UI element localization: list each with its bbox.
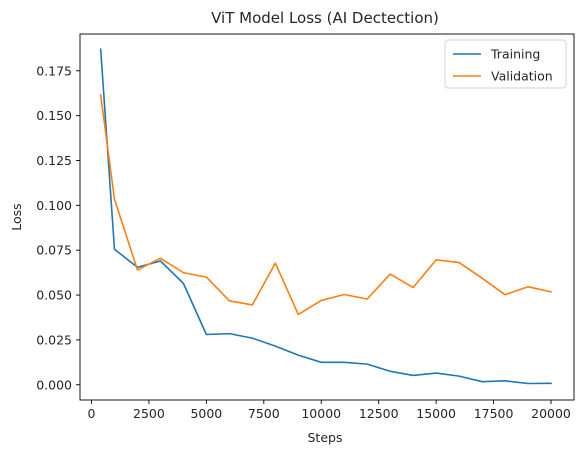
y-tick-label: 0.000 (36, 377, 72, 392)
series-line-training (99, 48, 552, 385)
x-tick-label: 7500 (248, 406, 280, 421)
x-tick-label: 15000 (416, 406, 456, 421)
y-tick-label: 0.175 (36, 63, 72, 78)
plot-area: 0 2500 5000 7500 10000 12500 15000 17500 20000 0.… (36, 33, 575, 421)
y-tick-label: 0.150 (36, 108, 72, 123)
y-axis-label: Loss (9, 203, 24, 230)
x-tick-label: 2500 (133, 406, 165, 421)
x-tick-label: 20000 (531, 406, 571, 421)
x-tick-label: 0 (88, 406, 96, 421)
x-tick-label: 12500 (359, 406, 399, 421)
y-tick-label: 0.050 (36, 288, 72, 303)
chart-title: ViT Model Loss (AI Dectection) (211, 9, 439, 27)
y-tick-label: 0.075 (36, 243, 72, 258)
y-tick-label: 0.025 (36, 332, 72, 347)
y-tick-label: 0.100 (36, 198, 72, 213)
x-axis-label: Steps (308, 430, 343, 445)
x-tick-label: 10000 (301, 406, 341, 421)
x-tick-label: 17500 (474, 406, 514, 421)
axes-frame (79, 33, 575, 401)
legend-label-training: Training (490, 47, 540, 62)
legend-label-validation: Validation (491, 69, 553, 84)
y-tick-label: 0.125 (36, 153, 72, 168)
series-line-validation (99, 94, 552, 316)
x-tick-label: 5000 (190, 406, 222, 421)
